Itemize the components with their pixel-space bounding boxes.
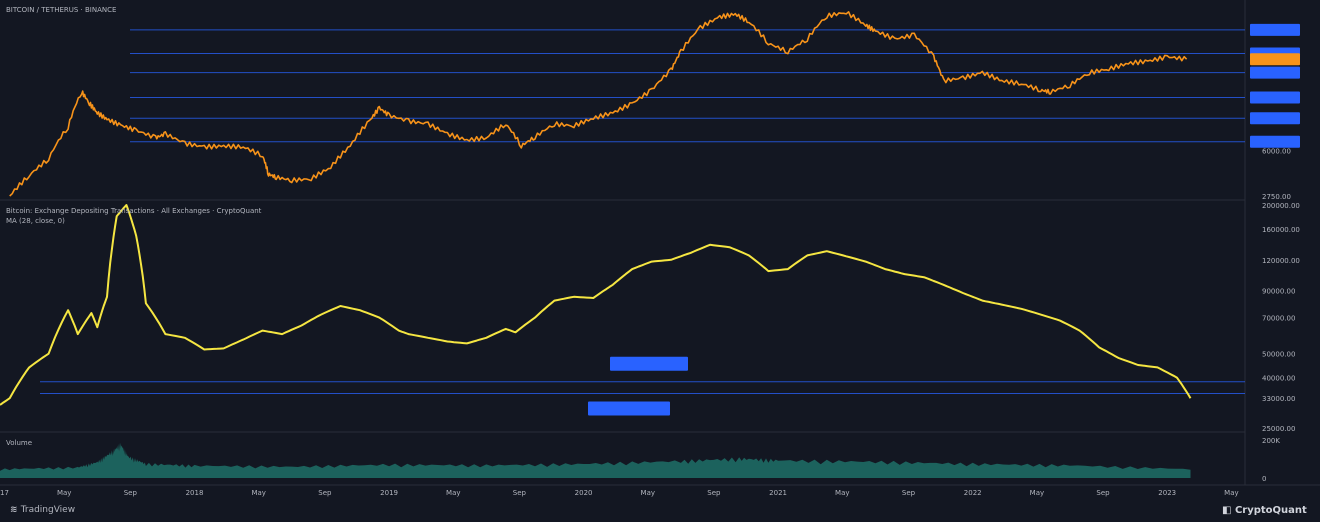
x-tick-label: 2022 (964, 489, 982, 497)
x-tick-label: May (641, 489, 655, 497)
tradingview-logo[interactable]: ≋ TradingView (10, 505, 75, 515)
x-tick-label: May (1224, 489, 1238, 497)
volume-series (0, 442, 1191, 478)
x-tick-label: Sep (902, 489, 916, 497)
inflow-pane-header[interactable]: Bitcoin: Exchange Depositing Transaction… (6, 207, 273, 215)
inflow-pane-title: Bitcoin: Exchange Depositing Transaction… (6, 207, 262, 215)
price-level-badge[interactable] (1250, 66, 1300, 79)
tradingview-icon: ≋ (10, 505, 21, 515)
inflow-y-tick-label: 25000.00 (1262, 425, 1295, 433)
price-y-tick-label: 2750.00 (1262, 193, 1291, 201)
cryptoquant-label: CryptoQuant (1234, 505, 1307, 516)
volume-area (0, 442, 1191, 478)
x-tick-label: 2017 (0, 489, 9, 497)
inflow-ma-label: MA (28, close, 0) (6, 217, 65, 225)
inflow-level-badge[interactable] (588, 401, 670, 416)
price-line (9, 11, 1188, 197)
inflow-y-tick-label: 200000.00 (1262, 202, 1300, 210)
price-level-badge[interactable] (1250, 91, 1300, 104)
x-tick-label: 2020 (575, 489, 593, 497)
price-current-badge[interactable] (1250, 53, 1300, 66)
inflow-series (0, 204, 1192, 406)
inflow-y-tick-label: 40000.00 (1262, 375, 1295, 383)
inflow-y-tick-label: 160000.00 (1262, 226, 1300, 234)
volume-y-tick-label: 200K (1262, 437, 1280, 445)
price-pane-header[interactable]: BITCOIN / TETHERUS · BINANCE (6, 6, 128, 14)
x-tick-label: May (446, 489, 460, 497)
price-level-badge[interactable] (1250, 135, 1300, 148)
inflow-y-tick-label: 50000.00 (1262, 351, 1295, 359)
inflow-y-tick-label: 120000.00 (1262, 257, 1300, 265)
inflow-ma-header[interactable]: MA (28, close, 0) (6, 217, 69, 225)
x-tick-label: May (835, 489, 849, 497)
inflow-y-tick-label: 33000.00 (1262, 395, 1295, 403)
price-pane-title: BITCOIN / TETHERUS · BINANCE (6, 6, 117, 14)
price-y-tick-label: 6000.00 (1262, 148, 1291, 156)
tradingview-label: TradingView (20, 505, 76, 515)
inflow-y-tick-label: 70000.00 (1262, 315, 1295, 323)
x-tick-label: Sep (513, 489, 527, 497)
inflow-line (0, 204, 1192, 406)
x-tick-label: May (1030, 489, 1044, 497)
x-axis-labels: 2017 May Sep 2018 May Sep 2019 May Sep 2020 May Sep… (0, 489, 1239, 497)
x-tick-label: Sep (124, 489, 138, 497)
x-tick-label: May (57, 489, 71, 497)
x-tick-label: May (251, 489, 265, 497)
x-tick-label: Sep (318, 489, 332, 497)
level-badges[interactable] (588, 23, 1300, 416)
volume-pane-header[interactable]: Volume (6, 439, 36, 447)
x-tick-label: 2023 (1158, 489, 1176, 497)
x-tick-label: 2021 (769, 489, 787, 497)
volume-pane-title: Volume (6, 439, 33, 447)
cryptoquant-icon: ◧ (1222, 505, 1235, 516)
inflow-y-tick-label: 90000.00 (1262, 288, 1295, 296)
horizontal-levels (40, 29, 1245, 394)
price-level-badge[interactable] (1250, 112, 1300, 125)
x-tick-label: 2019 (380, 489, 398, 497)
x-tick-label: 2018 (186, 489, 204, 497)
cryptoquant-watermark: ◧ CryptoQuant (1222, 505, 1307, 516)
inflow-level-badge[interactable] (610, 356, 688, 371)
price-series (9, 11, 1188, 197)
x-tick-label: Sep (707, 489, 721, 497)
volume-y-tick-label: 0 (1262, 475, 1266, 483)
x-tick-label: Sep (1096, 489, 1110, 497)
price-level-badge[interactable] (1250, 23, 1300, 36)
